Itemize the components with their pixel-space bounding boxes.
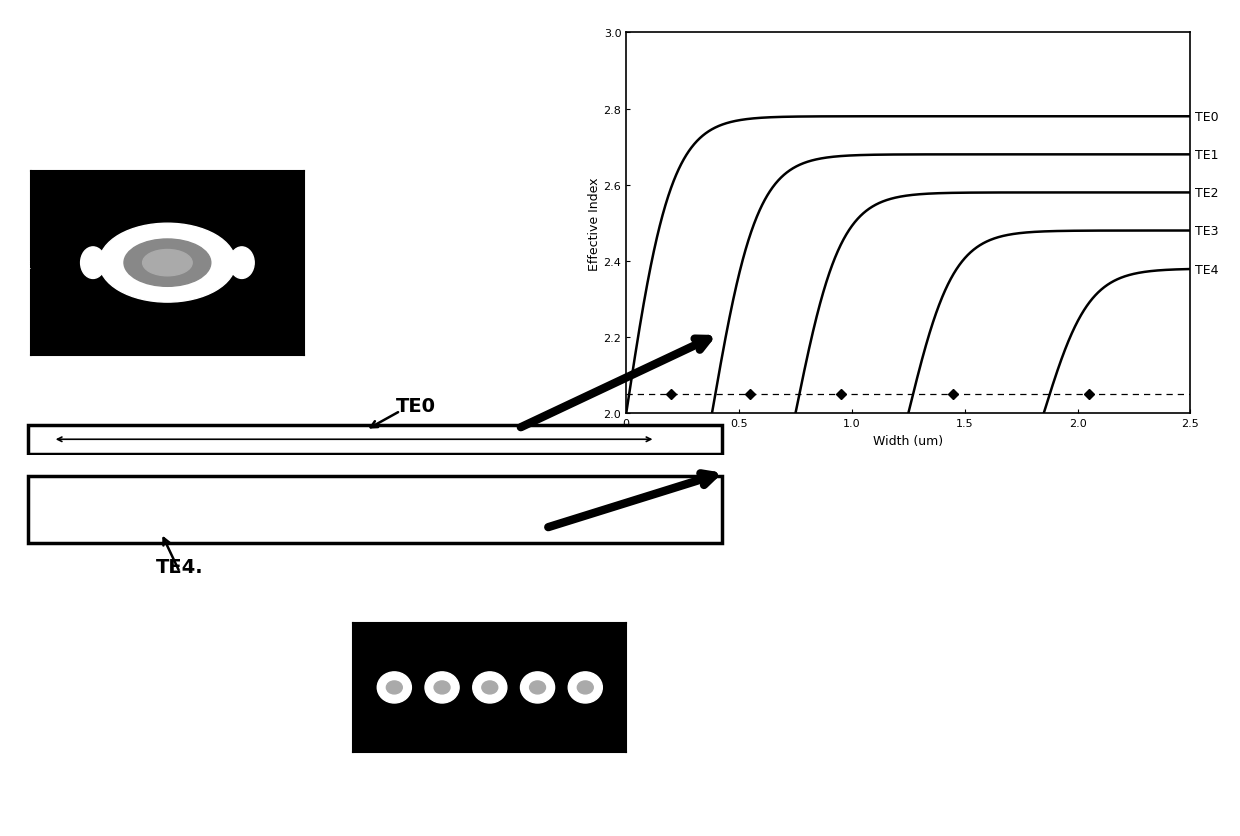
X-axis label: Width (um): Width (um) (873, 434, 944, 447)
Ellipse shape (425, 672, 459, 703)
Text: TE4.: TE4. (156, 558, 203, 577)
Ellipse shape (99, 224, 236, 303)
Ellipse shape (529, 681, 546, 694)
Ellipse shape (229, 247, 254, 279)
Text: TE4: TE4 (1195, 263, 1219, 276)
Ellipse shape (521, 672, 554, 703)
Ellipse shape (578, 681, 593, 694)
Ellipse shape (81, 247, 105, 279)
Ellipse shape (377, 672, 412, 703)
Ellipse shape (568, 672, 603, 703)
Ellipse shape (472, 672, 507, 703)
Text: TE3: TE3 (1195, 225, 1219, 237)
Y-axis label: Effective Index: Effective Index (588, 177, 600, 270)
Ellipse shape (434, 681, 450, 694)
Text: TE2: TE2 (1195, 186, 1219, 200)
Text: TE1: TE1 (1195, 149, 1219, 161)
Ellipse shape (124, 240, 211, 287)
Text: μm: μm (26, 259, 31, 268)
Ellipse shape (143, 250, 192, 277)
Text: TE0: TE0 (1195, 110, 1219, 124)
Ellipse shape (387, 681, 402, 694)
Ellipse shape (482, 681, 497, 694)
Text: TE0: TE0 (396, 396, 435, 415)
